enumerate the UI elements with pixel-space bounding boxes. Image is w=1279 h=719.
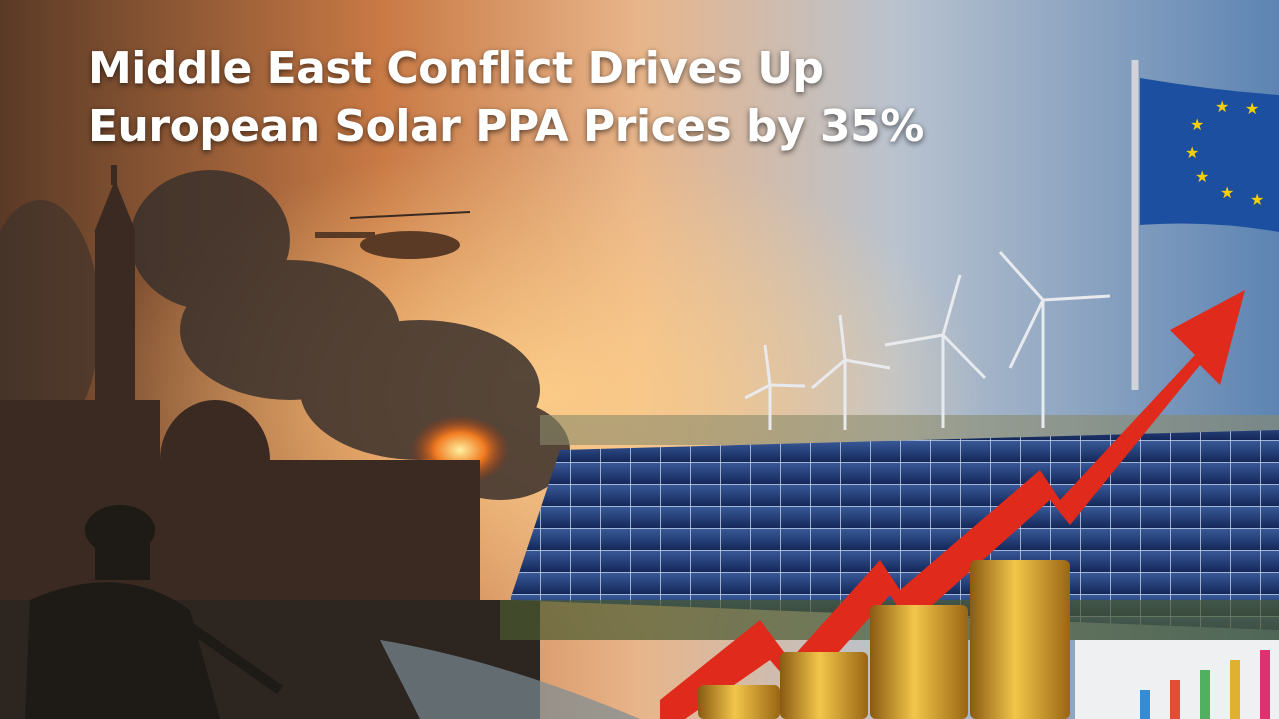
svg-text:★: ★ <box>1185 143 1199 162</box>
svg-text:★: ★ <box>1195 167 1209 186</box>
svg-text:★: ★ <box>1250 190 1264 209</box>
wind-turbines <box>744 250 1111 430</box>
svg-text:★: ★ <box>1220 183 1234 202</box>
gold-coin-stacks <box>698 560 1070 719</box>
helicopter <box>315 211 471 259</box>
headline-title: Middle East Conflict Drives Up European … <box>88 43 924 152</box>
eu-flag-stars: ★ ★ ★ ★ ★ ★ ★ <box>1185 97 1264 209</box>
eu-flag <box>1140 78 1279 232</box>
svg-text:★: ★ <box>1215 97 1229 116</box>
red-arrow <box>660 290 1245 719</box>
bar-chart-paper <box>1075 640 1279 719</box>
soldier-silhouette <box>25 505 283 719</box>
svg-text:★: ★ <box>1245 99 1259 118</box>
river <box>380 640 640 719</box>
svg-text:★: ★ <box>1190 115 1204 134</box>
